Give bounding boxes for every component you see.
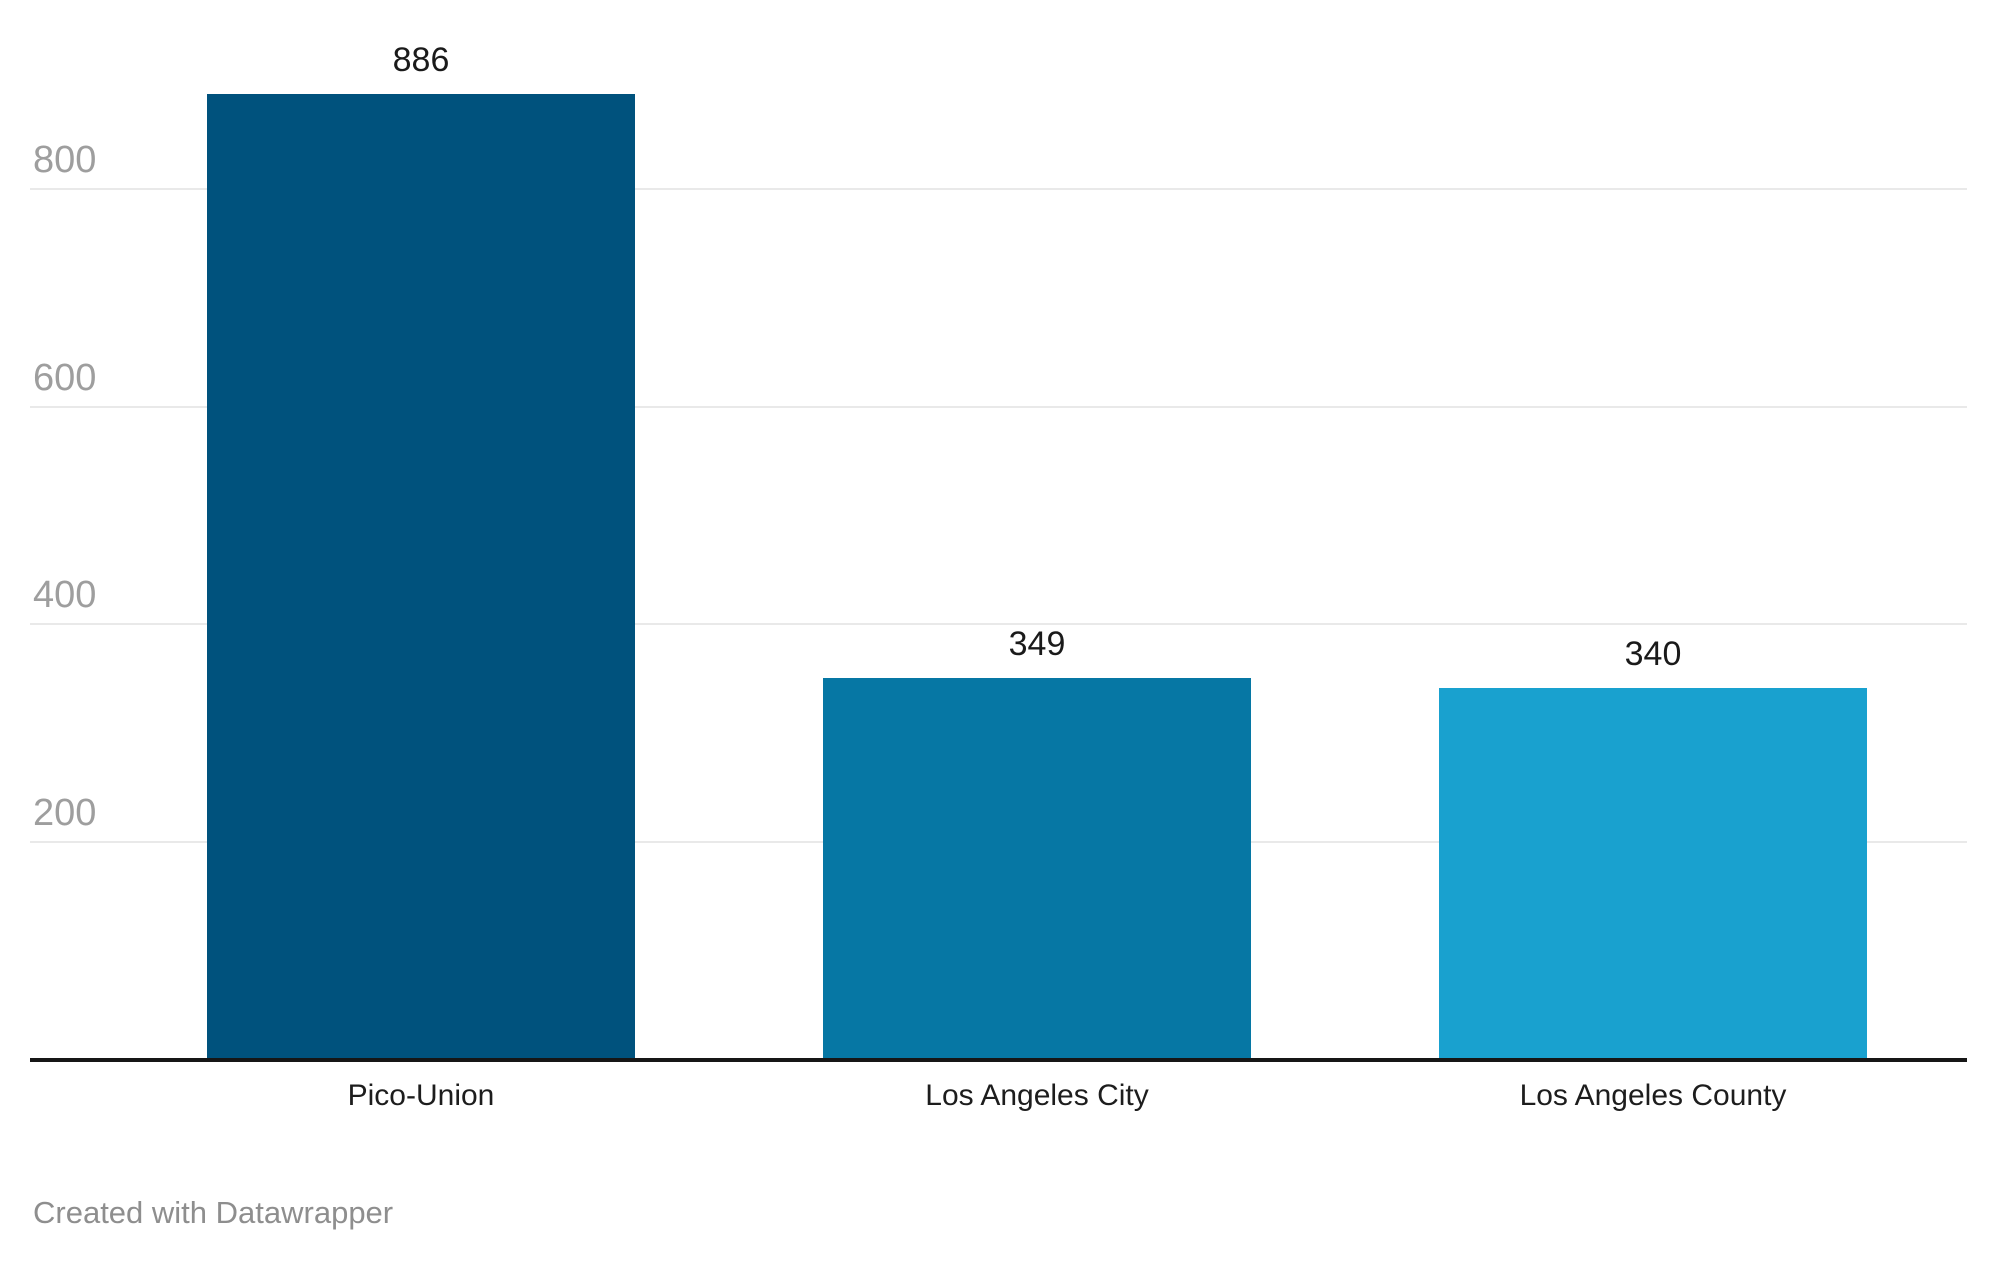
y-gridline-800 bbox=[30, 188, 1967, 190]
y-gridline-600 bbox=[30, 406, 1967, 408]
y-tick-label-600: 600 bbox=[33, 357, 97, 399]
category-label-los-angeles-city: Los Angeles City bbox=[925, 1079, 1149, 1112]
value-label-los-angeles-city: 349 bbox=[1008, 625, 1066, 663]
datawrapper-credit-link[interactable]: Created with Datawrapper bbox=[33, 1195, 394, 1230]
category-label-pico-union: Pico-Union bbox=[347, 1079, 495, 1112]
value-label-pico-union: 886 bbox=[392, 41, 450, 79]
bar-los-angeles-county bbox=[1439, 688, 1867, 1058]
y-tick-label-400: 400 bbox=[33, 574, 97, 616]
value-label-los-angeles-county: 340 bbox=[1624, 635, 1682, 673]
bar-los-angeles-city bbox=[823, 678, 1251, 1058]
y-tick-label-800: 800 bbox=[33, 139, 97, 181]
y-gridline-400 bbox=[30, 623, 1967, 625]
y-tick-label-200: 200 bbox=[33, 792, 97, 834]
x-axis-line bbox=[30, 1058, 1967, 1062]
bar-pico-union bbox=[207, 94, 635, 1058]
category-label-los-angeles-county: Los Angeles County bbox=[1519, 1079, 1787, 1112]
